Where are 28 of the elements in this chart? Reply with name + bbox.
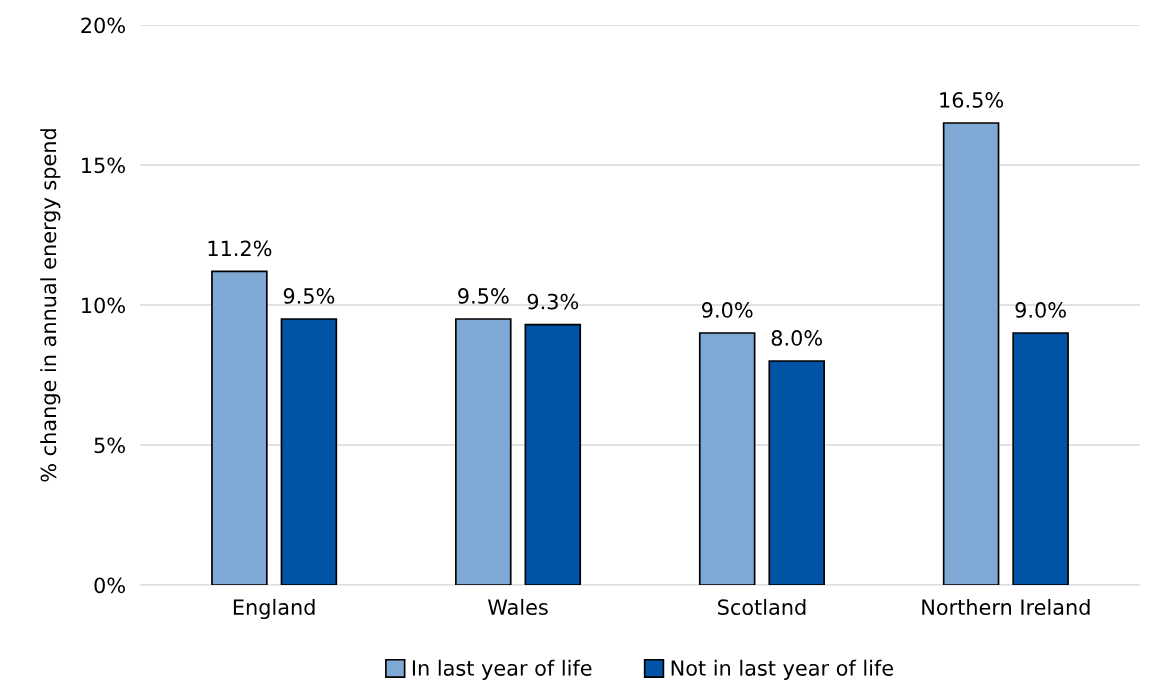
y-axis-title: % change in annual energy spend [40,129,61,482]
legend-label: In last year of life [412,659,592,680]
x-tick-label: Wales [487,598,548,616]
data-label: 9.5% [283,288,335,304]
bar [1012,332,1069,585]
bar [698,332,756,585]
bar [211,270,268,585]
legend-label: Not in last year of life [671,659,894,680]
y-tick-label: 15% [82,157,125,174]
bar [524,323,582,585]
data-label: 8.0% [771,330,823,346]
bar [942,122,1000,585]
data-label: 9.5% [458,288,509,304]
y-tick-label: 20% [81,17,125,34]
bar [768,360,825,585]
bar [455,318,512,585]
x-tick-label: Northern Ireland [922,598,1090,616]
x-tick-label: Scotland [718,598,806,616]
data-label: 11.2% [208,240,272,257]
data-label: 9.0% [1015,302,1066,318]
y-tick-label: 0% [94,577,125,594]
x-tick-label: England [233,598,315,620]
data-label: 16.5% [940,92,1004,108]
data-label: 9.3% [527,293,579,310]
y-tick-label: 10% [82,297,125,314]
y-tick-label: 5% [94,437,125,454]
data-label: 9.0% [702,302,753,318]
bar [280,318,338,585]
